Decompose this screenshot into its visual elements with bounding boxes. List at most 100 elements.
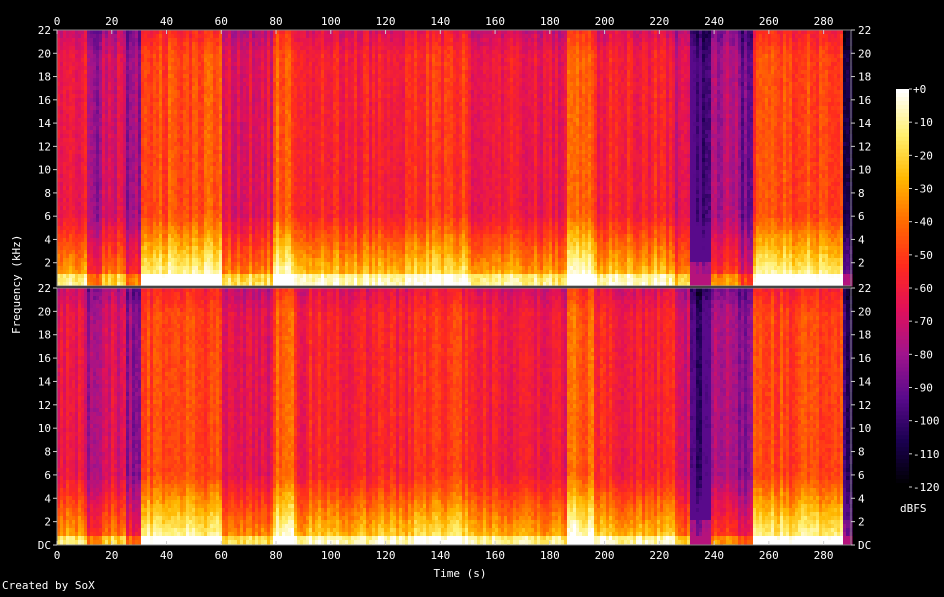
heatmap-cell — [183, 246, 187, 251]
heatmap-cell — [72, 118, 76, 123]
heatmap-cell — [141, 250, 145, 255]
heatmap-cell — [60, 178, 64, 183]
heatmap-cell — [141, 190, 145, 195]
heatmap-cell — [66, 82, 70, 87]
heatmap-cell — [150, 126, 154, 131]
heatmap-cell — [168, 234, 172, 239]
heatmap-cell — [249, 118, 253, 123]
heatmap-cell — [234, 206, 238, 211]
heatmap-cell — [117, 62, 121, 67]
heatmap-cell — [120, 50, 124, 55]
heatmap-cell — [240, 250, 244, 255]
heatmap-cell — [123, 194, 127, 199]
heatmap-cell — [270, 138, 274, 143]
heatmap-cell — [168, 142, 172, 147]
heatmap-cell — [195, 182, 199, 187]
heatmap-cell — [99, 266, 103, 271]
heatmap-cell — [72, 74, 76, 79]
heatmap-cell — [120, 34, 124, 39]
heatmap-cell — [105, 218, 109, 223]
heatmap-cell — [78, 222, 82, 227]
heatmap-cell — [102, 186, 106, 191]
heatmap-cell — [108, 278, 112, 283]
heatmap-cell — [138, 134, 142, 139]
heatmap-cell — [156, 238, 160, 243]
heatmap-cell — [273, 42, 277, 47]
heatmap-cell — [81, 142, 85, 147]
heatmap-cell — [246, 218, 250, 223]
heatmap-cell — [228, 162, 232, 167]
heatmap-cell — [270, 82, 274, 87]
heatmap-cell — [75, 178, 79, 183]
heatmap-cell — [267, 166, 271, 171]
heatmap-cell — [270, 54, 274, 59]
heatmap-cell — [135, 70, 139, 75]
heatmap-cell — [135, 226, 139, 231]
heatmap-cell — [258, 178, 262, 183]
heatmap-cell — [258, 102, 262, 107]
heatmap-cell — [273, 122, 277, 127]
heatmap-cell — [99, 78, 103, 83]
heatmap-cell — [165, 134, 169, 139]
heatmap-cell — [279, 258, 283, 263]
heatmap-cell — [123, 170, 127, 175]
heatmap-cell — [114, 66, 118, 71]
heatmap-cell — [282, 58, 286, 63]
heatmap-cell — [276, 270, 280, 275]
heatmap-cell — [228, 202, 232, 207]
heatmap-cell — [270, 254, 274, 259]
heatmap-cell — [111, 138, 115, 143]
heatmap-cell — [153, 122, 157, 127]
heatmap-cell — [123, 90, 127, 95]
heatmap-cell — [225, 254, 229, 259]
heatmap-cell — [198, 214, 202, 219]
heatmap-cell — [90, 166, 94, 171]
heatmap-cell — [159, 114, 163, 119]
heatmap-cell — [72, 174, 76, 179]
heatmap-cell — [219, 206, 223, 211]
heatmap-cell — [111, 78, 115, 83]
heatmap-cell — [186, 66, 190, 71]
heatmap-cell — [129, 254, 133, 259]
heatmap-cell — [120, 194, 124, 199]
heatmap-cell — [189, 78, 193, 83]
heatmap-cell — [123, 182, 127, 187]
heatmap-cell — [204, 190, 208, 195]
heatmap-cell — [234, 126, 238, 131]
heatmap-cell — [165, 42, 169, 47]
heatmap-cell — [153, 110, 157, 115]
heatmap-cell — [123, 74, 127, 79]
heatmap-cell — [129, 150, 133, 155]
heatmap-cell — [69, 138, 73, 143]
heatmap-cell — [252, 106, 256, 111]
heatmap-cell — [141, 278, 145, 283]
heatmap-cell — [276, 182, 280, 187]
heatmap-cell — [219, 30, 223, 35]
heatmap-cell — [240, 194, 244, 199]
heatmap-cell — [285, 130, 289, 135]
heatmap-cell — [231, 130, 235, 135]
heatmap-cell — [192, 182, 196, 187]
heatmap-cell — [132, 198, 136, 203]
heatmap-cell — [285, 122, 289, 127]
heatmap-cell — [102, 126, 106, 131]
heatmap-cell — [174, 238, 178, 243]
heatmap-cell — [255, 226, 259, 231]
heatmap-cell — [246, 70, 250, 75]
heatmap-cell — [273, 38, 277, 43]
heatmap-cell — [72, 178, 76, 183]
heatmap-cell — [246, 78, 250, 83]
heatmap-cell — [246, 94, 250, 99]
heatmap-cell — [264, 102, 268, 107]
heatmap-cell — [231, 50, 235, 55]
heatmap-cell — [135, 210, 139, 215]
heatmap-cell — [279, 106, 283, 111]
heatmap-cell — [264, 230, 268, 235]
heatmap-cell — [270, 154, 274, 159]
heatmap-cell — [267, 170, 271, 175]
heatmap-cell — [150, 70, 154, 75]
heatmap-cell — [231, 162, 235, 167]
heatmap-cell — [162, 106, 166, 111]
heatmap-cell — [72, 90, 76, 95]
heatmap-cell — [93, 98, 97, 103]
